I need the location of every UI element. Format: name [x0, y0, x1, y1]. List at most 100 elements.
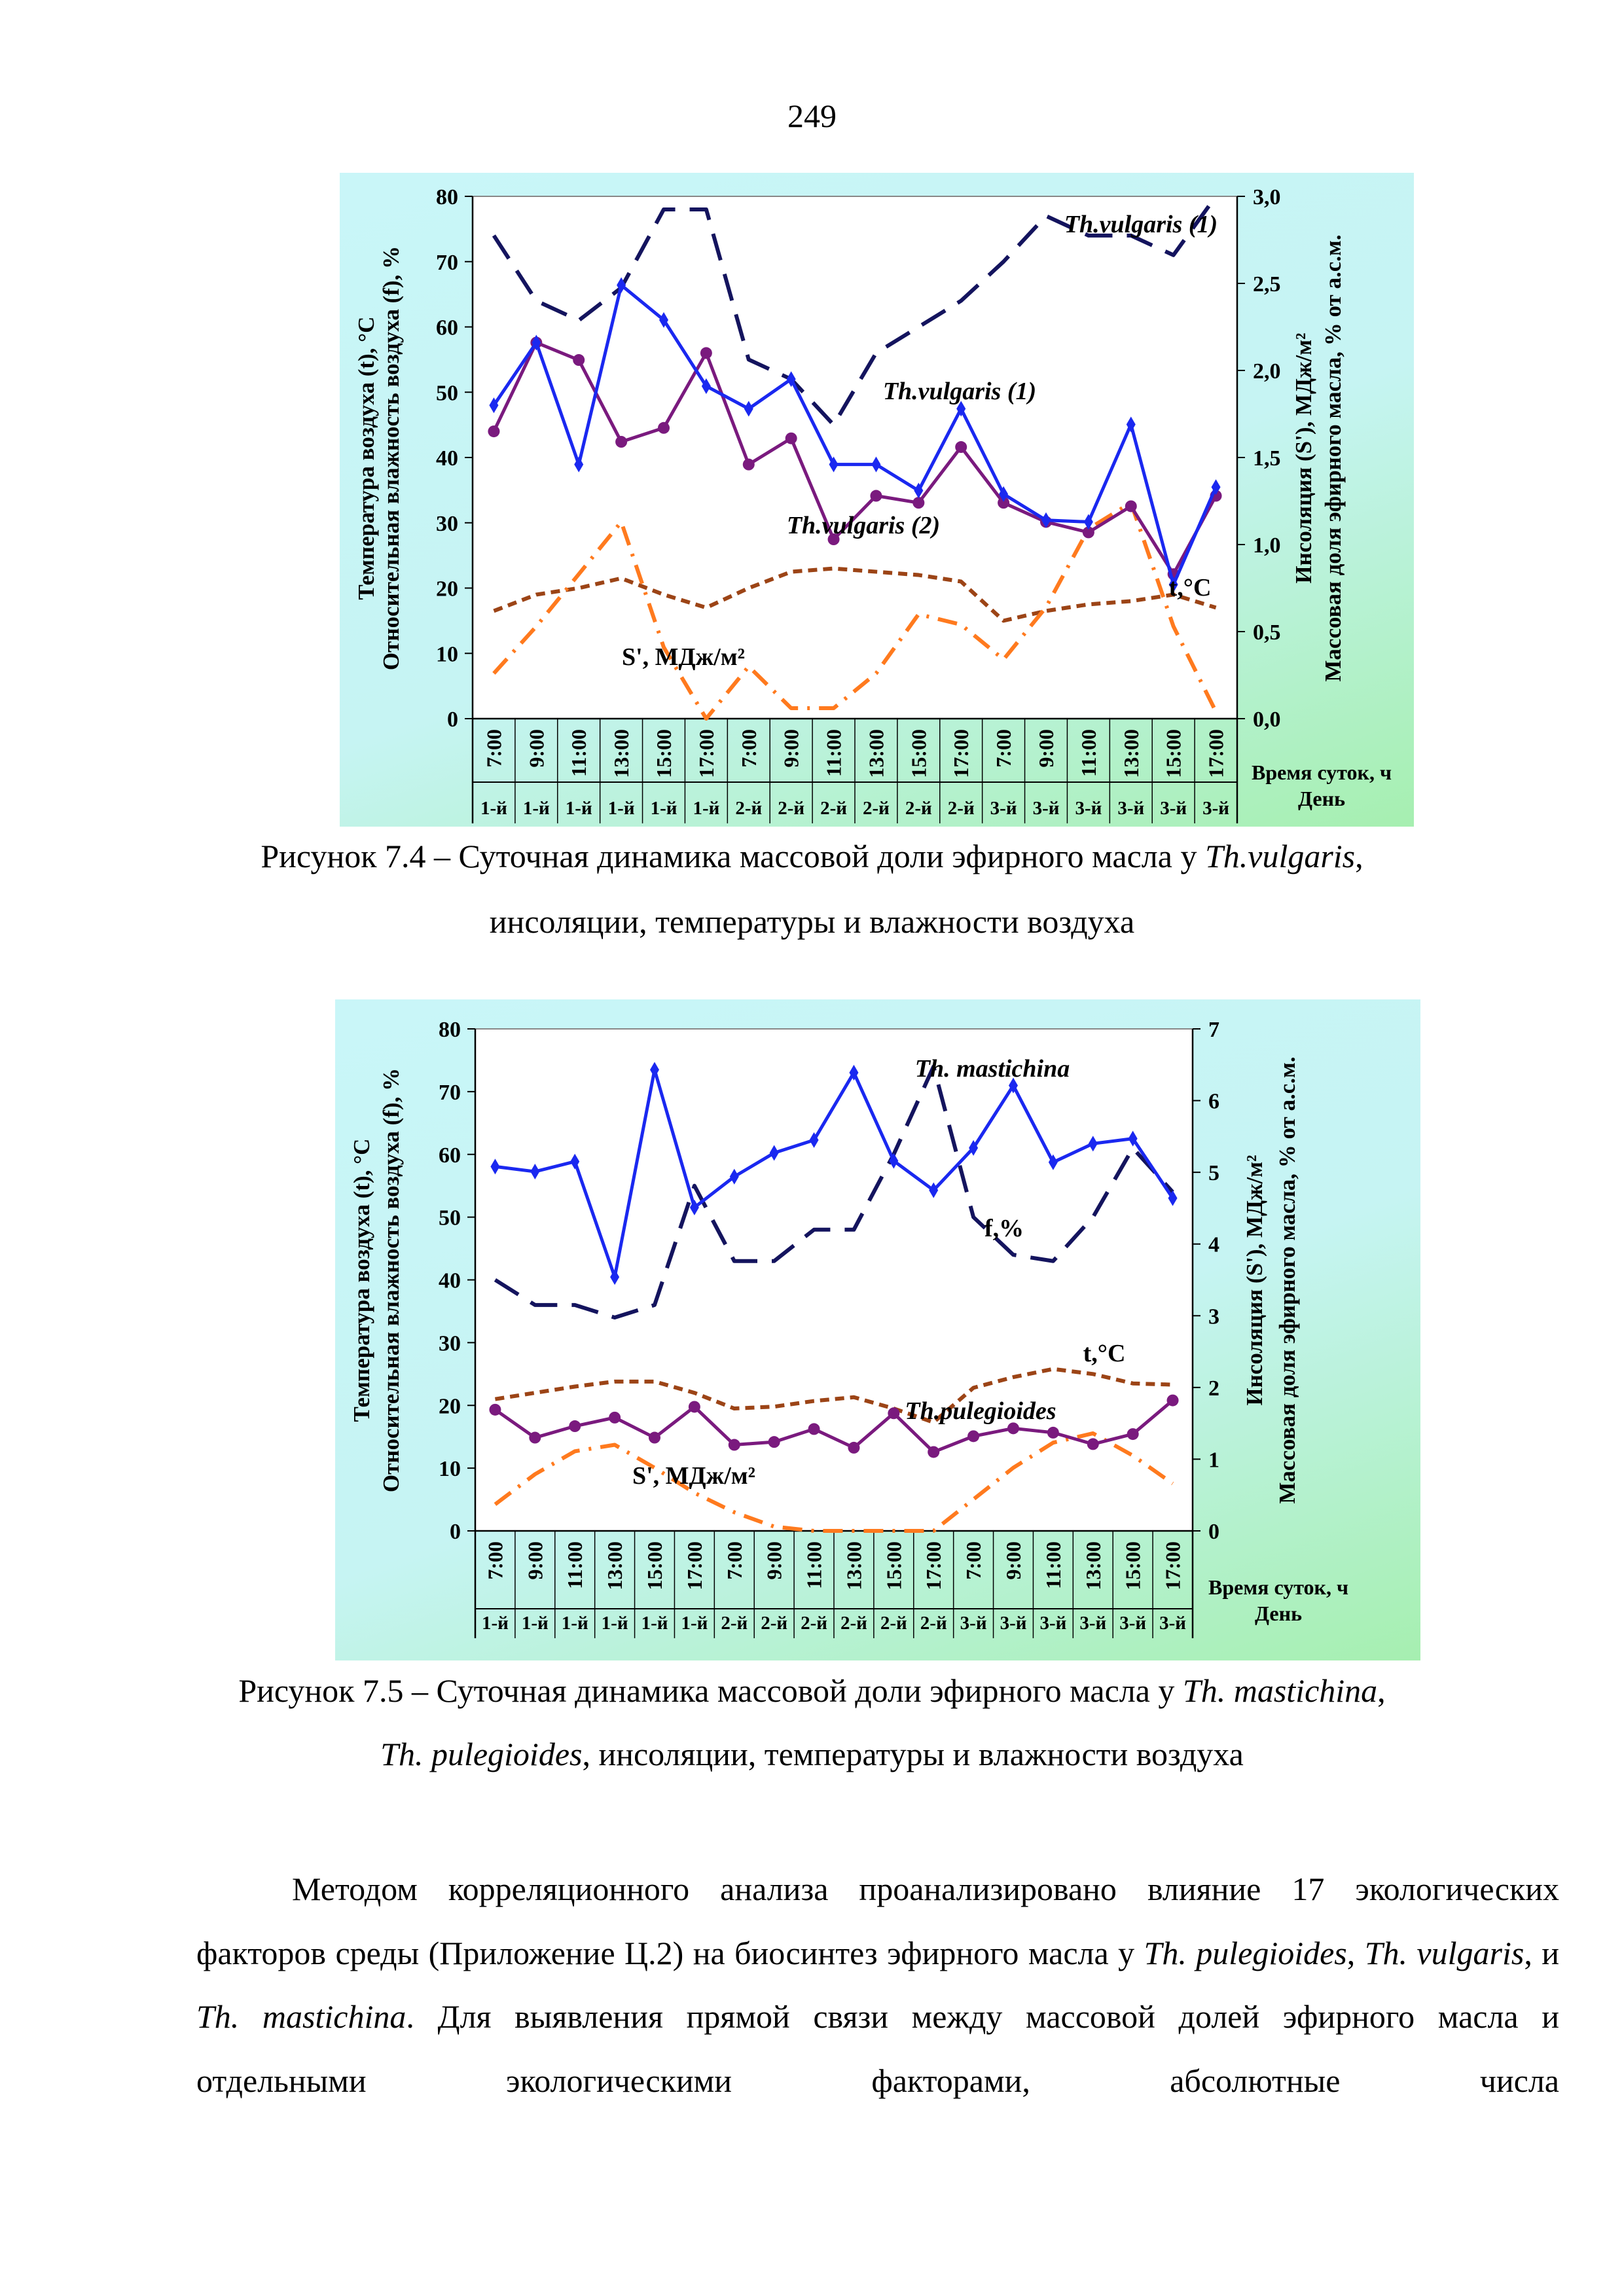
time-tick-label: 15:00	[907, 729, 930, 778]
day-tick-label: 1-й	[566, 798, 592, 819]
caption-text: Рисунок 7.5 – Суточная динамика массовой…	[238, 1672, 1183, 1709]
series-line-2	[494, 1431, 1174, 1533]
left-axis-title-humidity: Относительная влажность воздуха (f), %	[378, 246, 404, 670]
series-label: S', МДж/м²	[622, 643, 745, 671]
data-point-diamond	[729, 1168, 739, 1185]
data-point-circle	[658, 422, 670, 434]
left-tick-label: 50	[436, 381, 458, 405]
data-point-circle	[1007, 1422, 1019, 1435]
right-tick-label: 3,0	[1253, 185, 1281, 209]
data-point-diamond	[489, 397, 499, 414]
series-line-1	[493, 566, 1217, 623]
data-point-circle	[700, 347, 712, 359]
series-line-3	[492, 340, 1218, 576]
day-tick-label: 1-й	[681, 1613, 708, 1634]
day-tick-label: 2-й	[721, 1613, 748, 1634]
right-tick-label: 2,0	[1253, 359, 1281, 384]
day-tick-label: 2-й	[920, 1613, 947, 1634]
data-point-diamond	[829, 456, 839, 473]
day-tick-label: 3-й	[960, 1613, 987, 1634]
time-tick-label: 7:00	[483, 1541, 507, 1580]
data-point-diamond	[617, 277, 626, 293]
series-label: Th.vulgaris (1)	[1064, 211, 1218, 238]
data-point-circle	[848, 1441, 860, 1454]
time-tick-label: 11:00	[563, 1541, 586, 1589]
species-name: Th. vulgaris	[1364, 1934, 1525, 1971]
data-point-diamond	[1211, 479, 1221, 495]
day-tick-label: 2-й	[880, 1613, 907, 1634]
data-point-circle	[609, 1411, 621, 1424]
day-tick-label: 2-й	[905, 798, 932, 819]
left-axis-title-temperature: Температура воздуха (t), °С	[353, 317, 379, 600]
series-label: f,%	[984, 1215, 1024, 1242]
time-tick-label: 17:00	[1161, 1541, 1185, 1590]
time-tick-label: 7:00	[723, 1541, 746, 1580]
day-tick-label: 1-й	[562, 1613, 588, 1634]
day-tick-label: 1-й	[602, 1613, 628, 1634]
time-tick-label: 11:00	[567, 729, 590, 777]
data-point-diamond	[1009, 1077, 1018, 1094]
day-tick-label: 2-й	[778, 798, 804, 819]
data-point-diamond	[999, 486, 1009, 502]
data-point-circle	[768, 1436, 780, 1448]
day-tick-label: 2-й	[761, 1613, 787, 1634]
data-point-circle	[1047, 1426, 1059, 1439]
paragraph-text: , и	[1524, 1934, 1559, 1971]
right-tick-label: 5	[1208, 1161, 1219, 1185]
left-tick-label: 30	[436, 512, 458, 536]
data-point-diamond	[574, 456, 584, 473]
data-point-diamond	[1088, 1136, 1098, 1152]
day-tick-label: 3-й	[1119, 1613, 1146, 1634]
time-tick-label: 9:00	[523, 1541, 547, 1580]
left-tick-label: 10	[439, 1457, 461, 1481]
series-label: S', МДж/м²	[632, 1462, 755, 1490]
right-tick-label: 2	[1208, 1376, 1219, 1401]
time-tick-label: 7:00	[962, 1541, 985, 1580]
data-point-diamond	[889, 1153, 899, 1169]
right-axis-title-insolation: Инсоляция (S'), МДж/м²	[1291, 332, 1316, 583]
time-tick-label: 17:00	[949, 729, 973, 778]
data-point-diamond	[956, 401, 966, 417]
data-point-diamond	[1128, 1130, 1138, 1147]
day-tick-label: 3-й	[1039, 1613, 1066, 1634]
data-point-circle	[808, 1423, 820, 1435]
caption-species: Th.vulgaris	[1204, 838, 1356, 874]
time-tick-label: 13:00	[1119, 729, 1143, 778]
data-point-circle	[888, 1407, 900, 1420]
data-point-diamond	[1041, 512, 1051, 528]
time-tick-label: 13:00	[609, 729, 633, 778]
right-axis-title-oil: Массовая доля эфирного масла, % от а.с.м…	[1320, 234, 1346, 681]
data-point-circle	[1127, 1428, 1139, 1441]
left-axis-title-humidity: Относительная влажность воздуха (f), %	[378, 1068, 404, 1492]
series-label: Th.vulgaris (2)	[787, 512, 940, 539]
left-tick-label: 60	[439, 1143, 461, 1168]
chart-svg: 0 10 20 30 40 50 60 70 80 0 1 2 3 4 5 6 7 7:00 1-й 9:00 1-й 1…	[349, 1018, 1348, 1638]
day-tick-label: 3-й	[990, 798, 1017, 819]
data-point-diamond	[659, 312, 668, 328]
left-tick-label: 0	[447, 708, 458, 732]
day-tick-label: 3-й	[1160, 798, 1187, 819]
left-tick-label: 20	[439, 1394, 461, 1418]
left-tick-label: 10	[436, 642, 458, 666]
right-tick-label: 1,0	[1253, 533, 1281, 558]
caption-species: Th. pulegioides	[380, 1736, 583, 1772]
data-point-diamond	[610, 1269, 620, 1285]
time-tick-label: 15:00	[1162, 729, 1185, 778]
right-tick-label: 0,5	[1253, 620, 1281, 645]
data-point-diamond	[929, 1182, 939, 1198]
x-axis-title-day: День	[1255, 1602, 1302, 1625]
series-label: t,°C	[1083, 1340, 1126, 1367]
data-point-diamond	[809, 1132, 819, 1148]
day-tick-label: 2-й	[801, 1613, 827, 1634]
time-tick-label: 15:00	[882, 1541, 905, 1590]
day-tick-label: 2-й	[948, 798, 975, 819]
data-point-circle	[728, 1439, 740, 1451]
series-line-4	[495, 1067, 1174, 1279]
data-point-diamond	[701, 378, 711, 394]
day-tick-label: 3-й	[1000, 1613, 1027, 1634]
left-tick-label: 30	[439, 1331, 461, 1355]
left-tick-label: 40	[439, 1269, 461, 1293]
data-point-circle	[827, 533, 840, 546]
time-tick-label: 15:00	[652, 729, 676, 778]
figure-7-4-caption-line2: инсоляции, температуры и влажности возду…	[489, 903, 1135, 940]
